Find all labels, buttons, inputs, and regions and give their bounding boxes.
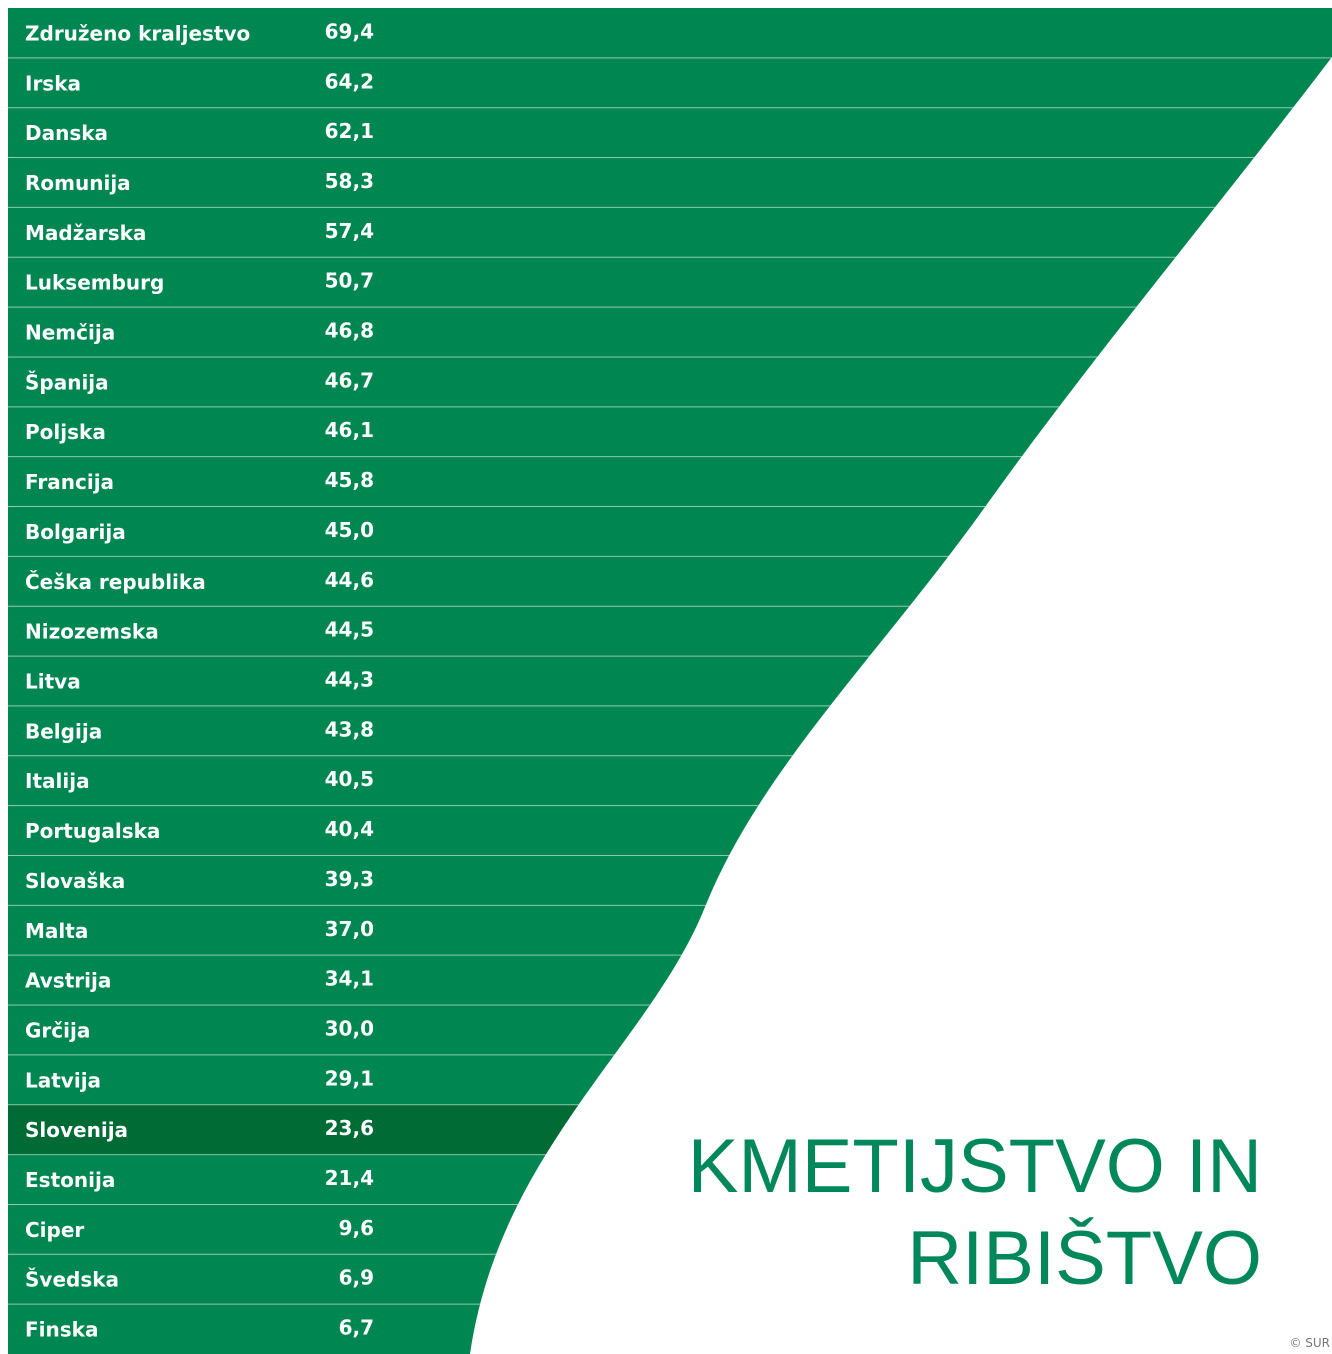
country-label: Nizozemska	[25, 620, 159, 644]
value-label: 45,0	[325, 518, 374, 542]
country-label: Avstrija	[25, 969, 111, 993]
value-label: 50,7	[325, 269, 374, 293]
country-label: Francija	[25, 470, 114, 494]
value-label: 37,0	[325, 917, 374, 941]
value-label: 21,4	[325, 1166, 374, 1190]
country-label: Grčija	[25, 1018, 90, 1042]
value-label: 69,4	[325, 19, 374, 43]
country-label: Luksemburg	[25, 271, 164, 295]
value-label: 46,7	[325, 368, 374, 392]
country-label: Belgija	[25, 719, 102, 743]
country-label: Litva	[25, 670, 81, 694]
country-label: Italija	[25, 769, 90, 793]
value-label: 62,1	[325, 119, 374, 143]
country-label: Nemčija	[25, 321, 115, 345]
value-label: 23,6	[325, 1116, 374, 1140]
value-label: 45,8	[325, 468, 374, 492]
country-label: Madžarska	[25, 221, 146, 245]
value-label: 44,3	[325, 668, 374, 692]
country-label: Poljska	[25, 420, 106, 444]
value-label: 44,5	[325, 618, 374, 642]
value-label: 64,2	[325, 69, 374, 93]
country-label: Ciper	[25, 1218, 84, 1242]
value-label: 46,8	[325, 319, 374, 343]
value-label: 9,6	[339, 1216, 374, 1240]
country-label: Bolgarija	[25, 520, 126, 544]
value-label: 57,4	[325, 219, 374, 243]
country-label: Malta	[25, 919, 88, 943]
country-label: Danska	[25, 121, 108, 145]
value-label: 40,4	[325, 817, 374, 841]
value-label: 6,7	[339, 1316, 374, 1340]
value-label: 44,6	[325, 568, 374, 592]
country-label: Latvija	[25, 1068, 101, 1092]
value-label: 6,9	[339, 1266, 374, 1290]
credit: © SUR	[1289, 1336, 1330, 1350]
country-label: Španija	[25, 370, 109, 394]
value-label: 40,5	[325, 767, 374, 791]
country-label: Estonija	[25, 1168, 115, 1192]
green-band	[8, 8, 1332, 1354]
country-label: Češka republika	[25, 570, 206, 594]
country-label: Romunija	[25, 171, 131, 195]
country-label: Slovaška	[25, 869, 125, 893]
value-label: 30,0	[325, 1016, 374, 1040]
country-label: Slovenija	[25, 1118, 128, 1142]
country-label: Švedska	[25, 1268, 119, 1292]
value-label: 43,8	[325, 717, 374, 741]
value-label: 58,3	[325, 169, 374, 193]
country-label: Združeno kraljestvo	[25, 21, 250, 45]
country-label: Irska	[25, 71, 81, 95]
value-label: 39,3	[325, 867, 374, 891]
value-label: 29,1	[325, 1066, 374, 1090]
value-label: 34,1	[325, 967, 374, 991]
country-label: Finska	[25, 1318, 98, 1342]
country-label: Portugalska	[25, 819, 160, 843]
value-label: 46,1	[325, 418, 374, 442]
title-line: RIBIŠTVO	[907, 1216, 1262, 1301]
title-line: KMETIJSTVO IN	[688, 1124, 1262, 1209]
